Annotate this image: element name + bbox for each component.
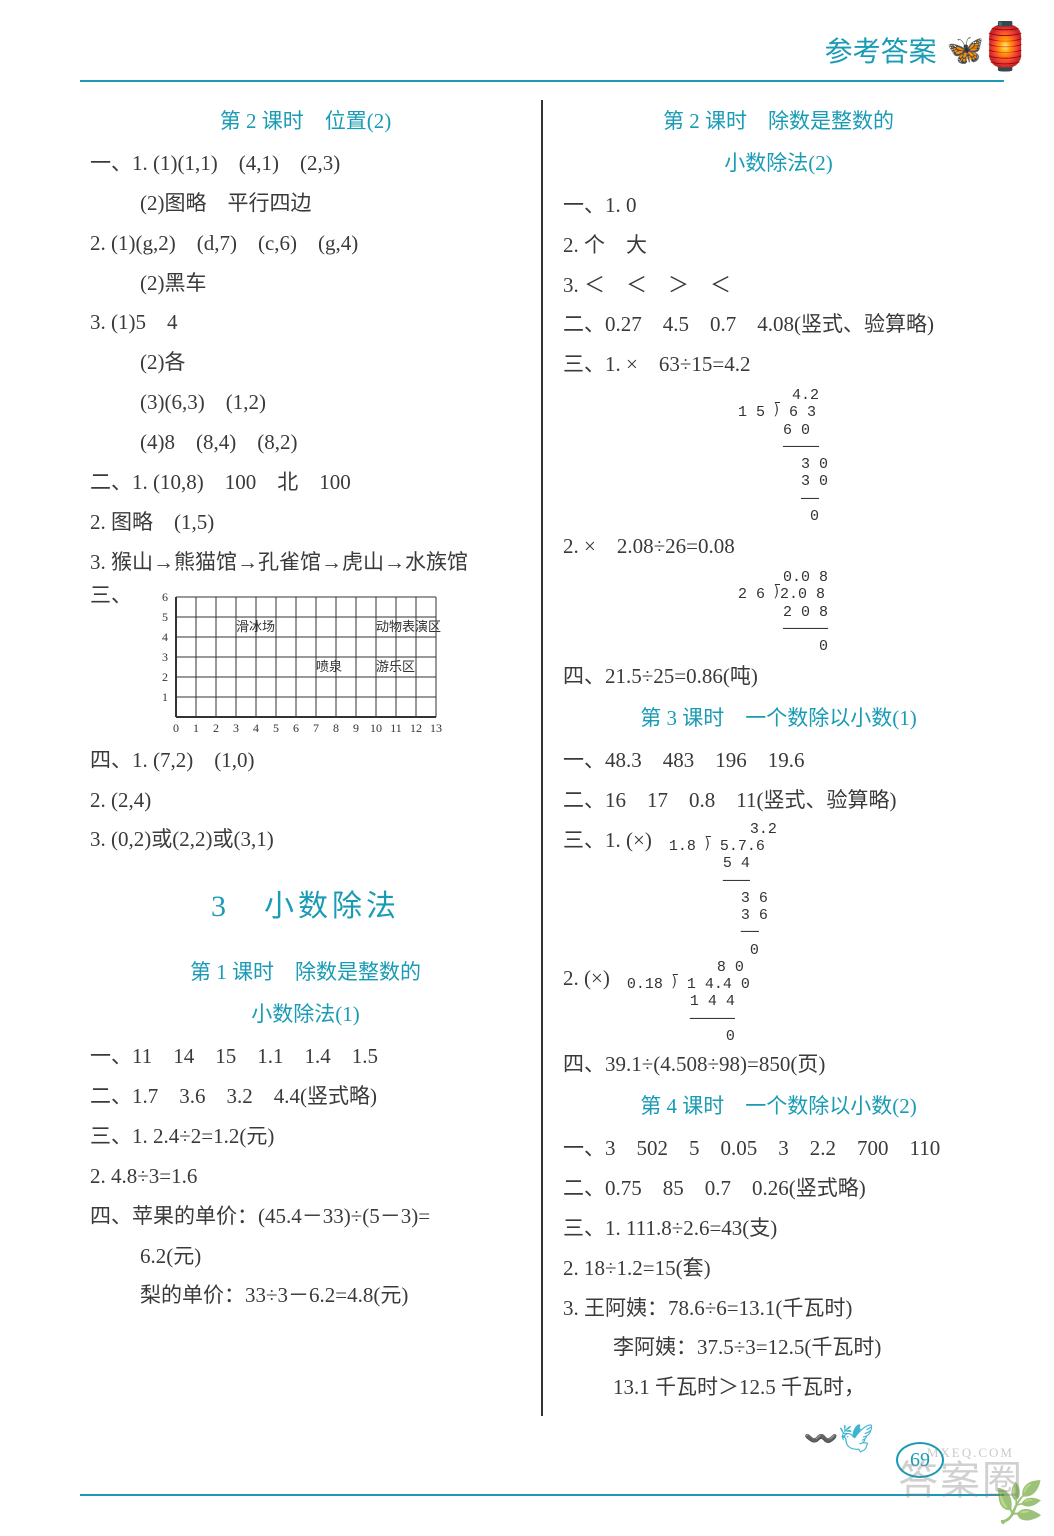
coordinate-grid: 012345678910111213123456滑冰场动物表演区喷泉游乐区 [154,587,464,737]
answer-line: 3. ＜ ＜ ＞ ＜ [563,266,994,306]
answer-line: 二、1. (10,8) 100 北 100 [90,463,521,503]
answer-line: 二、0.75 85 0.7 0.26(竖式略) [563,1169,994,1209]
answer-line: 2. (×) [563,959,610,999]
top-rule [80,80,1004,82]
column-divider [541,100,543,1416]
answer-line: 李阿姨：37.5÷3=12.5(千瓦时) [563,1328,994,1368]
answer-line: (2)各 [90,343,521,383]
svg-text:喷泉: 喷泉 [316,659,342,674]
svg-text:0: 0 [173,721,179,735]
answer-line: 二、16 17 0.8 11(竖式、验算略) [563,781,994,821]
bird-icon: 〰️🕊 [804,1422,874,1456]
svg-text:6: 6 [293,721,299,735]
answer-line: 2. (1)(g,2) (d,7) (c,6) (g,4) [90,224,521,264]
answer-line: 三、1. × 63÷15=4.2 [563,345,994,385]
lesson-title: 第 2 课时 位置(2) [90,102,521,142]
answer-line: 一、48.3 483 196 19.6 [563,741,994,781]
lesson-title: 小数除法(2) [563,144,994,184]
bottom-rule [80,1494,1004,1496]
lesson-title: 小数除法(1) [90,995,521,1035]
svg-text:5: 5 [162,610,168,624]
svg-text:滑冰场: 滑冰场 [236,619,275,634]
answer-line: (2)黑车 [90,264,521,304]
answer-line: 2. 4.8÷3=1.6 [90,1157,521,1197]
answer-line: 3. (0,2)或(2,2)或(3,1) [90,820,521,860]
svg-text:9: 9 [353,721,359,735]
answer-line: 三、1. 111.8÷2.6=43(支) [563,1209,994,1249]
right-column: 第 2 课时 除数是整数的 小数除法(2) 一、1. 0 2. 个 大 3. ＜… [545,100,994,1416]
answer-line: 3. (1)5 4 [90,303,521,343]
long-division: 0.0 8 2 6 ⟌2.0 8 2 0 8 ───── 0 [729,569,828,655]
svg-text:11: 11 [390,721,402,735]
long-division: 8 0 0.18 ⟌ 1 4.4 0 1 4 4 ───── 0 [618,959,750,1045]
answer-line: 四、39.1÷(4.508÷98)=850(页) [563,1045,994,1085]
svg-text:7: 7 [313,721,319,735]
svg-text:4: 4 [253,721,259,735]
answer-line: (2)图略 平行四边 [90,184,521,224]
lesson-title: 第 2 课时 除数是整数的 [563,102,994,142]
left-column: 第 2 课时 位置(2) 一、1. (1)(1,1) (4,1) (2,3) (… [90,100,539,1416]
svg-text:12: 12 [410,721,422,735]
svg-text:动物表演区: 动物表演区 [376,619,441,634]
footer: 〰️🕊 69 [80,1454,1004,1496]
svg-text:1: 1 [162,690,168,704]
svg-text:3: 3 [162,650,168,664]
long-division: 3.2 1.8 ⟌ 5.7.6 5 4 ─── 3 6 3 6 ── 0 [660,821,777,959]
answer-line: 四、苹果的单价：(45.4－33)÷(5－3)= [90,1197,521,1237]
lesson-title: 第 1 课时 除数是整数的 [90,953,521,993]
page-header-title: 参考答案 [825,30,937,70]
svg-text:4: 4 [162,630,168,644]
svg-text:5: 5 [273,721,279,735]
answer-line: 2. 图略 (1,5) [90,503,521,543]
svg-text:3: 3 [233,721,239,735]
svg-text:10: 10 [370,721,382,735]
lesson-title: 第 4 课时 一个数除以小数(2) [563,1087,994,1127]
answer-line: 三、1. 2.4÷2=1.2(元) [90,1117,521,1157]
answer-line: 3. 王阿姨：78.6÷6=13.1(千瓦时) [563,1289,994,1329]
answer-line: 三、1. (×) [563,821,652,861]
svg-text:6: 6 [162,590,168,604]
answer-line: 一、3 502 5 0.05 3 2.2 700 110 [563,1129,994,1169]
answer-line: 3. 猴山→熊猫馆→孔雀馆→虎山→水族馆 [90,543,521,583]
svg-text:8: 8 [333,721,339,735]
answer-line: (3)(6,3) (1,2) [90,383,521,423]
svg-text:13: 13 [430,721,442,735]
long-division: 4.2 1 5 ⟌ 6 3 6 0 ──── 3 0 3 0 ── 0 [729,387,828,525]
svg-text:2: 2 [213,721,219,735]
content-area: 第 2 课时 位置(2) 一、1. (1)(1,1) (4,1) (2,3) (… [90,100,994,1416]
answer-line: 二、0.27 4.5 0.7 4.08(竖式、验算略) [563,305,994,345]
answer-line: 四、21.5÷25=0.86(吨) [563,657,994,697]
answer-line: 6.2(元) [90,1237,521,1277]
answer-line: 梨的单价：33÷3－6.2=4.8(元) [90,1276,521,1316]
svg-text:2: 2 [162,670,168,684]
svg-text:游乐区: 游乐区 [376,659,415,674]
svg-text:1: 1 [193,721,199,735]
answer-line: 一、1. (1)(1,1) (4,1) (2,3) [90,144,521,184]
section-label: 三、 [90,583,132,608]
answer-line: 四、1. (7,2) (1,0) [90,741,521,781]
lesson-title: 第 3 课时 一个数除以小数(1) [563,699,994,739]
answer-line: (4)8 (8,4) (8,2) [90,423,521,463]
lantern-icon: 🏮 [977,20,1034,74]
answer-line: 二、1.7 3.6 3.2 4.4(竖式略) [90,1077,521,1117]
answer-line: 2. 18÷1.2=15(套) [563,1249,994,1289]
answer-line: 一、1. 0 [563,186,994,226]
answer-line: 一、11 14 15 1.1 1.4 1.5 [90,1037,521,1077]
answer-line: 2. (2,4) [90,781,521,821]
watermark-text: 答案圈 [898,1448,1024,1506]
answer-line: 13.1 千瓦时＞12.5 千瓦时， [563,1368,994,1408]
answer-line: 2. × 2.08÷26=0.08 [563,527,994,567]
answer-line: 2. 个 大 [563,226,994,266]
chapter-title: 3 小数除法 [90,878,521,935]
